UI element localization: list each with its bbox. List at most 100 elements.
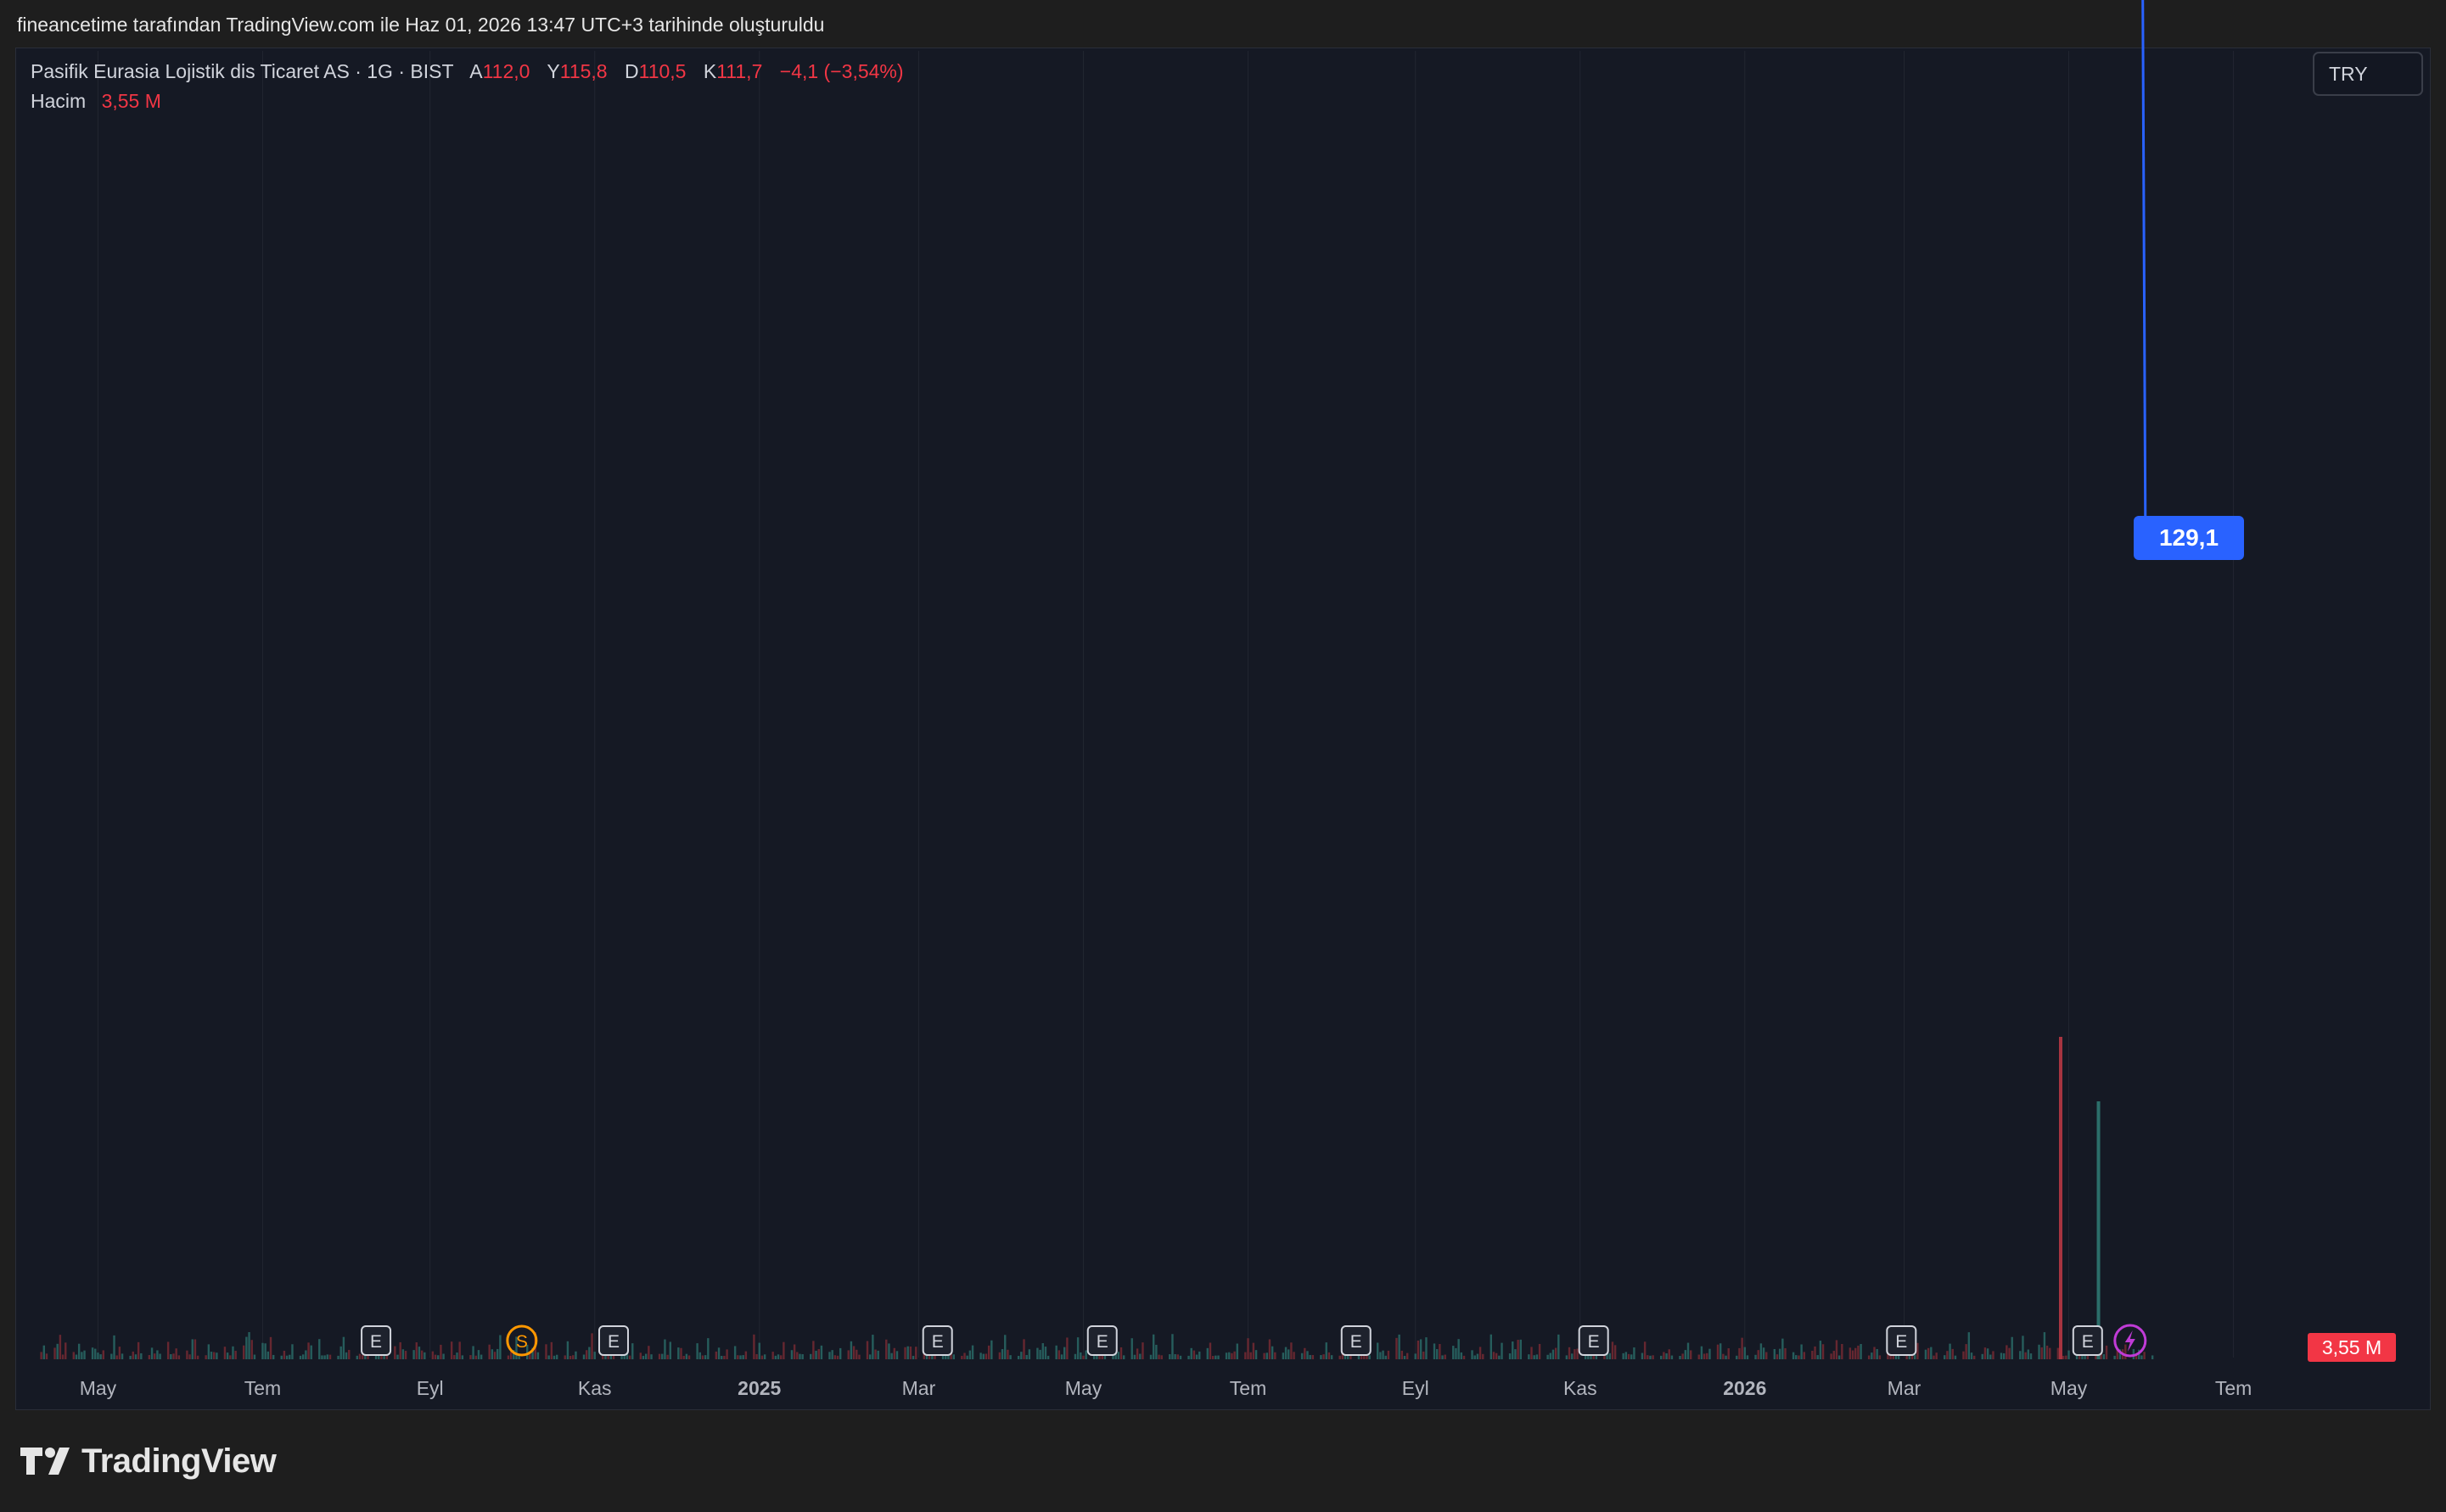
tradingview-logo-text: TradingView [81, 1442, 277, 1480]
volume-bar [1433, 1343, 1436, 1359]
volume-bar [1187, 1355, 1190, 1359]
volume-bar [771, 1352, 774, 1359]
volume-bar [1663, 1352, 1665, 1359]
volume-bar [245, 1336, 248, 1359]
volume-bar [1492, 1352, 1495, 1359]
volume-bar [1439, 1344, 1441, 1359]
volume-bar [404, 1351, 407, 1359]
volume-bar [1460, 1352, 1463, 1359]
volume-bar [1574, 1349, 1576, 1359]
svg-text:Pasifik Eurasia Lojistik dis T: Pasifik Eurasia Lojistik dis Ticaret AS … [31, 60, 904, 82]
volume-bar [1754, 1354, 1757, 1359]
volume-bar [998, 1352, 1001, 1359]
volume-bar [721, 1355, 723, 1359]
volume-bar [154, 1353, 156, 1359]
volume-bar [2006, 1345, 2008, 1359]
volume-bar [399, 1341, 401, 1359]
volume-bar [1689, 1350, 1692, 1359]
volume-bar [1217, 1355, 1220, 1359]
volume-bar [289, 1354, 291, 1359]
lightning-icon [2113, 1324, 2147, 1358]
volume-bar [2000, 1352, 2003, 1359]
volume-bar [2151, 1355, 2154, 1359]
open-label: A [469, 60, 483, 82]
volume-bar [812, 1341, 815, 1359]
volume-bar [2086, 1354, 2089, 1359]
volume-bar [1152, 1334, 1155, 1359]
volume-bar [642, 1355, 645, 1359]
volume-bar [1284, 1347, 1288, 1359]
volume-bar [801, 1354, 804, 1359]
volume-bar [140, 1352, 143, 1359]
volume-bar [726, 1349, 728, 1359]
volume-bar [1776, 1354, 1779, 1359]
volume-bar [99, 1354, 102, 1359]
volume-bar [1211, 1355, 1215, 1359]
volume-bar [1179, 1355, 1182, 1359]
x-axis-tick: Tem [2215, 1377, 2252, 1399]
volume-bar [1954, 1355, 1957, 1359]
volume-bar [1643, 1341, 1647, 1359]
volume-bar [65, 1342, 67, 1359]
volume-bar [194, 1339, 197, 1359]
volume-bar [1983, 1347, 1987, 1359]
volume-bar [1192, 1350, 1196, 1359]
volume-bar [866, 1341, 869, 1359]
earnings-marker-icon [1886, 1325, 1917, 1356]
volume-bar [2024, 1352, 2027, 1359]
volume-bar [1252, 1342, 1255, 1359]
volume-bar [102, 1350, 104, 1359]
volume-bar [412, 1350, 415, 1359]
volume-bar [1320, 1355, 1322, 1359]
volume-bar [1535, 1354, 1539, 1359]
volume-bar [760, 1355, 764, 1359]
volume-bar [1630, 1354, 1633, 1359]
close-value: 111,7 [716, 60, 762, 82]
volume-bar [717, 1347, 721, 1359]
volume-bar [1757, 1350, 1759, 1359]
volume-bar [175, 1348, 177, 1359]
x-axis-tick: Kas [578, 1377, 612, 1399]
volume-bar [856, 1349, 858, 1359]
volume-bar [701, 1355, 704, 1359]
volume-bar [1149, 1354, 1153, 1359]
volume-bar [2124, 1344, 2127, 1359]
volume-bar [836, 1355, 839, 1359]
tradingview-logo[interactable]: TradingView [19, 1441, 277, 1481]
volume-bar [2038, 1344, 2040, 1359]
volume-bar [585, 1350, 588, 1359]
volume-bar [1130, 1338, 1133, 1359]
close-label: K [704, 60, 717, 82]
volume-bar [1206, 1347, 1209, 1359]
volume-bar [2062, 1355, 2065, 1359]
volume-bar [547, 1355, 550, 1359]
volume-bar [1044, 1347, 1047, 1359]
volume-bar [1293, 1352, 1295, 1359]
volume-bar [1837, 1355, 1841, 1359]
volume-bar [1366, 1353, 1368, 1359]
volume-bar [1624, 1352, 1628, 1359]
x-axis-tick: Kas [1563, 1377, 1597, 1399]
volume-bar [328, 1354, 332, 1359]
volume-bar [1236, 1343, 1238, 1359]
volume-bar [2045, 1345, 2049, 1359]
volume-bar [1036, 1347, 1039, 1359]
volume-bar [1425, 1337, 1428, 1359]
currency-button[interactable]: TRY [2313, 52, 2423, 96]
volume-bar [1946, 1351, 1949, 1359]
chart-frame[interactable] [15, 48, 2431, 1410]
volume-bar [1613, 1345, 1617, 1359]
x-axis-tick: Eyl [417, 1377, 444, 1399]
volume-bar [461, 1355, 464, 1359]
volume-bar [915, 1347, 917, 1359]
volume-bar [1860, 1344, 1862, 1359]
volume-bar [418, 1347, 421, 1359]
earnings-marker-icon [1578, 1325, 1609, 1356]
volume-bar [148, 1355, 151, 1359]
volume-bar [61, 1354, 65, 1359]
volume-bar [1933, 1355, 1935, 1359]
earnings-marker-icon [1086, 1325, 1118, 1356]
volume-bar [1989, 1354, 1992, 1359]
volume-bar [1832, 1351, 1835, 1359]
